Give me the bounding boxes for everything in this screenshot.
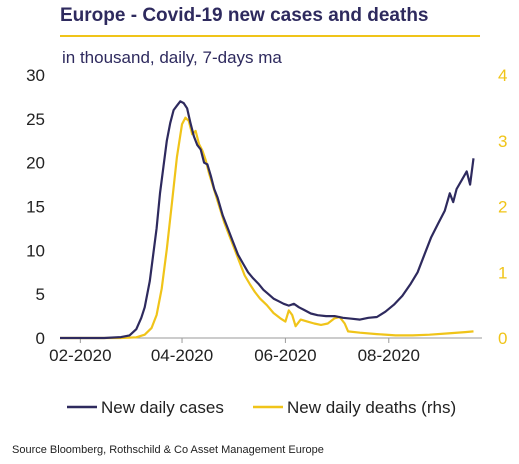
left-y-axis-ticks: 0 5 10 15 20 25 30 <box>26 66 45 348</box>
left-y-tick-label: 25 <box>26 110 45 129</box>
right-y-tick-label: 0 <box>498 329 507 348</box>
left-y-tick-label: 5 <box>36 285 45 304</box>
left-y-tick-label: 20 <box>26 154 45 173</box>
left-y-tick-label: 30 <box>26 66 45 85</box>
x-axis-ticks: 02-2020 04-2020 06-2020 08-2020 <box>49 338 420 365</box>
source-note: Source Bloomberg, Rothschild & Co Asset … <box>12 444 324 456</box>
right-y-axis-ticks: 0 1 2 3 4 <box>498 66 507 348</box>
series-layer <box>60 100 475 340</box>
x-tick-label: 06-2020 <box>254 346 316 365</box>
x-tick-label: 04-2020 <box>151 346 213 365</box>
chart-subtitle: in thousand, daily, 7-days ma <box>62 48 282 67</box>
line-chart: 02-2020 04-2020 06-2020 08-2020 05101520253… <box>26 66 507 417</box>
right-y-tick-label: 4 <box>498 66 507 85</box>
legend: New daily cases New daily deaths (rhs) <box>67 398 456 417</box>
series-line-new-daily-deaths <box>60 116 474 340</box>
right-y-tick-label: 2 <box>498 198 507 217</box>
left-y-tick-label: 15 <box>26 198 45 217</box>
legend-label: New daily cases <box>101 398 224 417</box>
x-tick-label: 02-2020 <box>49 346 111 365</box>
series-line-new-daily-cases <box>60 100 475 340</box>
legend-entry-deaths: New daily deaths (rhs) <box>253 398 456 417</box>
title-underline <box>60 35 480 37</box>
left-y-tick-label: 0 <box>36 329 45 348</box>
legend-entry-cases: New daily cases <box>67 398 224 417</box>
left-y-tick-label: 10 <box>26 241 45 260</box>
legend-label: New daily deaths (rhs) <box>287 398 456 417</box>
chart-title: Europe - Covid-19 new cases and deaths <box>60 5 429 26</box>
right-y-tick-label: 1 <box>498 263 507 282</box>
x-tick-label: 08-2020 <box>358 346 420 365</box>
right-y-tick-label: 3 <box>498 132 507 151</box>
